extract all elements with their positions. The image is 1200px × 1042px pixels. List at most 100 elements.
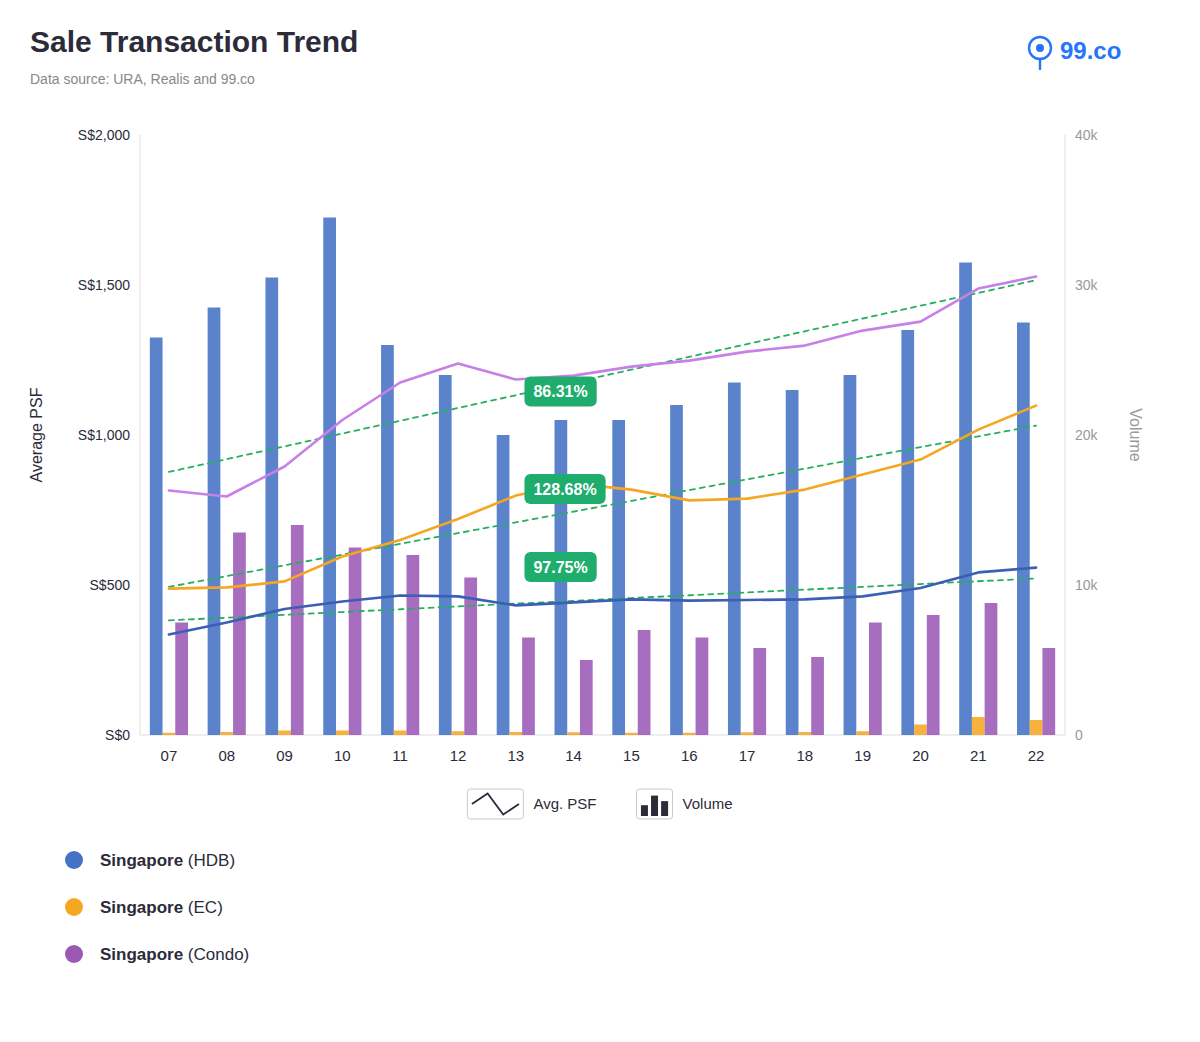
annotation: 97.75% [533, 559, 587, 576]
legend-icon-box [467, 789, 523, 819]
x-tick-label: 18 [797, 747, 814, 764]
bar [509, 732, 522, 735]
x-tick-label: 20 [912, 747, 929, 764]
y2-tick-label: 30k [1075, 277, 1099, 293]
bar [638, 630, 651, 735]
bar [407, 555, 420, 735]
x-tick-label: 19 [854, 747, 871, 764]
bar [278, 731, 291, 736]
legend-swatch [65, 945, 83, 963]
y-tick-label: S$2,000 [78, 127, 130, 143]
annotation-badge: 97.75% [524, 552, 596, 582]
legend-swatch [65, 851, 83, 869]
bar [844, 375, 857, 735]
legend-label: Singapore (EC) [100, 898, 223, 917]
bar [811, 657, 824, 735]
annotation-box [524, 552, 596, 582]
bar [522, 638, 535, 736]
logo-tail [1039, 59, 1041, 69]
plot-area [150, 218, 1055, 736]
y2-axis-label: Volume [1127, 408, 1144, 461]
logo-text: 99.co [1060, 37, 1121, 64]
bar [959, 263, 972, 736]
bar [625, 733, 638, 735]
y-axis-label: Average PSF [28, 387, 45, 482]
bar [753, 648, 766, 735]
subtitle: Data source: URA, Realis and 99.co [30, 71, 255, 87]
bar [927, 615, 940, 735]
y-tick-label: S$0 [105, 727, 130, 743]
bar [901, 330, 914, 735]
annotation-badge: 86.31% [524, 377, 596, 407]
annotation: 86.31% [533, 383, 587, 400]
bar [580, 660, 593, 735]
legend-label: Singapore (HDB) [100, 851, 235, 870]
bar [150, 338, 163, 736]
line [169, 568, 1036, 635]
legend-icon-line [472, 794, 519, 815]
bar [233, 533, 246, 736]
bar [856, 731, 869, 735]
bar [741, 732, 754, 735]
x-tick-label: 10 [334, 747, 351, 764]
bar [208, 308, 221, 736]
x-tick-label: 15 [623, 747, 640, 764]
bar [869, 623, 882, 736]
x-tick-label: 21 [970, 747, 987, 764]
bar [1030, 720, 1043, 735]
x-tick-label: 07 [161, 747, 178, 764]
bar [728, 383, 741, 736]
bar [1017, 323, 1030, 736]
trend-line [169, 578, 1036, 620]
bar [163, 733, 176, 735]
bar [323, 218, 336, 736]
y2-tick-label: 10k [1075, 577, 1099, 593]
y2-tick-label: 20k [1075, 427, 1099, 443]
line [169, 277, 1036, 497]
bar [972, 717, 985, 735]
y2-tick-label: 40k [1075, 127, 1099, 143]
line [169, 406, 1036, 589]
annotation-box [524, 377, 596, 407]
type-legend: Avg. PSF Volume [467, 789, 732, 819]
annotation-badge: 128.68% [524, 474, 605, 504]
logo-dot [1036, 44, 1044, 52]
left-axis [140, 135, 141, 735]
trend-line [169, 280, 1036, 472]
legend-swatch [65, 898, 83, 916]
y2-tick-label: 0 [1075, 727, 1083, 743]
y-tick-label: S$1,500 [78, 277, 130, 293]
bar [291, 525, 304, 735]
x-tick-label: 09 [276, 747, 293, 764]
bar [683, 733, 696, 735]
y-tick-label: S$500 [90, 577, 131, 593]
x-tick-label: 08 [218, 747, 235, 764]
bar [696, 638, 709, 736]
legend-icon-bar [641, 805, 648, 816]
bar [567, 732, 580, 735]
bar [349, 548, 362, 736]
bar [464, 578, 477, 736]
bar [265, 278, 278, 736]
bar [336, 731, 349, 736]
bar [175, 623, 188, 736]
bar [1042, 648, 1055, 735]
bar [381, 345, 394, 735]
bar [985, 603, 998, 735]
title: Sale Transaction Trend [30, 25, 358, 58]
x-tick-label: 17 [739, 747, 756, 764]
type-legend-label: Avg. PSF [533, 795, 596, 812]
legend-icon-bar [661, 801, 668, 816]
annotation-box [524, 474, 605, 504]
x-tick-label: 16 [681, 747, 698, 764]
x-tick-label: 22 [1028, 747, 1045, 764]
chart: Sale Transaction Trend Data source: URA, … [0, 0, 1200, 1042]
type-legend-label: Volume [683, 795, 733, 812]
bar [394, 731, 407, 736]
bar [786, 390, 799, 735]
logo: 99.co [1029, 37, 1121, 69]
x-tick-label: 12 [450, 747, 467, 764]
right-axis [1065, 135, 1066, 735]
logo-ring [1029, 37, 1051, 59]
bar [612, 420, 625, 735]
